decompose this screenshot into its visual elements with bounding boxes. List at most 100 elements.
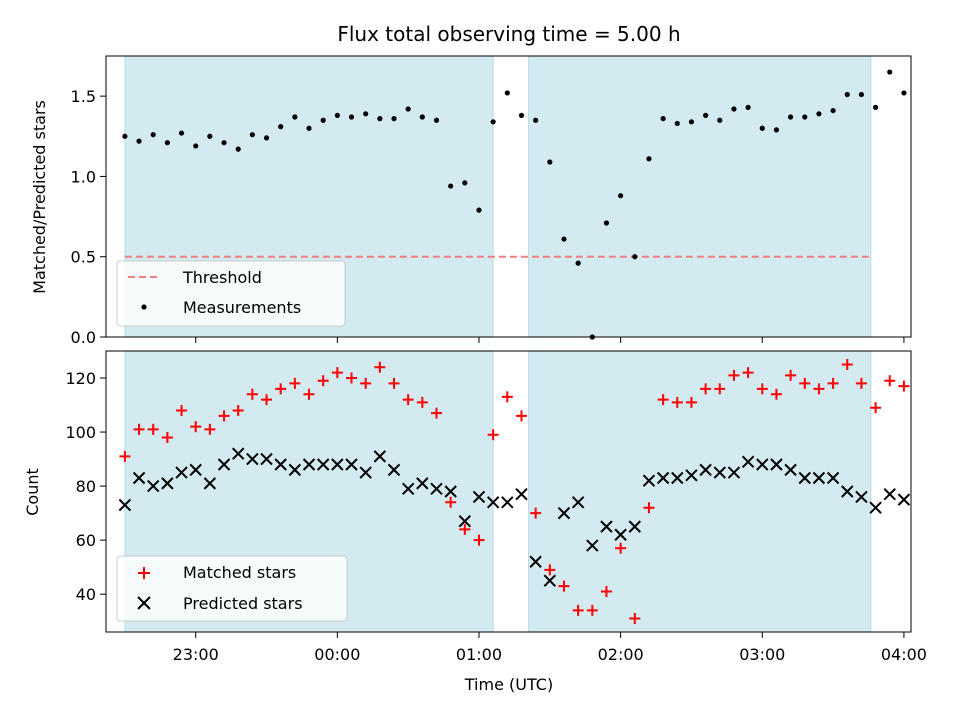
matched-legend-swatch (138, 567, 150, 579)
matched-star-marker (714, 383, 726, 395)
matched-star-marker (756, 383, 768, 395)
ratio-y-axis-title: Matched/Predicted stars (30, 100, 49, 294)
predicted-star-marker (883, 487, 896, 501)
predicted-star-marker (147, 479, 160, 493)
measurement-point (872, 104, 879, 110)
matched-star-marker (572, 604, 584, 616)
measurement-point (731, 106, 737, 112)
predicted-star-marker (543, 574, 557, 587)
measurement-points (122, 69, 907, 340)
predicted-star-marker (231, 447, 245, 460)
count-y-tick-label: 80 (76, 477, 96, 496)
measurement-point (320, 117, 326, 123)
x-axis-title: Time (UTC) (464, 675, 553, 694)
predicted-star-marker (515, 487, 528, 501)
predicted-star-marker (458, 515, 472, 528)
ratio-x-axis-ticks (195, 337, 905, 343)
count-y-axis-title: Count (23, 468, 42, 516)
matched-star-marker (147, 423, 159, 435)
measurement-point (462, 180, 468, 186)
matched-star-marker (657, 394, 669, 406)
measurement-point (504, 90, 510, 96)
ratio-y-axis-ticks: 0.0 0.5 1.0 1.5 (71, 87, 106, 347)
count-y-tick-label: 120 (65, 369, 96, 388)
measurement-point (759, 125, 765, 131)
measurement-point (235, 146, 241, 152)
count-x-axis-ticks: 23:00 00:00 01:00 02:00 03:00 04:00 (173, 632, 927, 664)
x-tick-label: 00:00 (314, 645, 360, 664)
measurement-point (844, 91, 850, 98)
matched-star-marker (331, 367, 343, 379)
predicted-star-marker (855, 490, 868, 504)
predicted-star-marker (756, 458, 769, 471)
matched-star-marker (261, 394, 273, 406)
matched-star-marker (827, 377, 839, 389)
measurement-point (178, 130, 185, 136)
matched-star-marker (275, 383, 287, 395)
ratio-y-tick-label: 0.5 (71, 248, 96, 267)
predicted-star-marker (359, 466, 372, 479)
threshold-legend-label: Threshold (182, 268, 262, 287)
predicted-star-marker (841, 485, 854, 498)
measurement-point (717, 117, 723, 123)
predicted-star-marker (331, 458, 344, 471)
x-tick-label: 03:00 (739, 645, 785, 664)
measurement-point (207, 133, 213, 139)
ratio-legend: Threshold Measurements (116, 260, 346, 327)
measurement-point (419, 114, 425, 120)
predicted-star-marker (586, 539, 599, 552)
matched-star-marker (530, 507, 542, 519)
predicted-star-marker (614, 528, 627, 541)
matched-star-marker (870, 402, 882, 414)
matched-star-marker (770, 388, 782, 400)
measurement-point (674, 120, 680, 127)
predicted-star-marker (600, 520, 613, 533)
predicted-star-marker (387, 463, 401, 477)
predicted-star-marker (444, 485, 457, 498)
predicted-star-marker (316, 458, 330, 471)
measurement-point (618, 193, 624, 199)
count-panel: 40 60 80 100 120 23:00 00:00 01:00 02:00 03:00 04… (23, 350, 927, 694)
measurement-point (802, 114, 808, 120)
predicted-star-marker (302, 458, 316, 471)
count-y-tick-label: 40 (76, 585, 96, 604)
predicted-star-marker (770, 458, 783, 471)
x-tick-label: 02:00 (598, 645, 644, 664)
matched-star-marker (246, 388, 258, 400)
measurement-point (193, 143, 199, 149)
matched-star-marker (204, 423, 216, 435)
matched-star-marker (402, 394, 414, 406)
measurement-point (249, 132, 255, 138)
predicted-star-marker (217, 458, 231, 471)
predicted-star-marker (699, 463, 712, 477)
matched-star-marker (459, 523, 471, 535)
measurement-point (547, 159, 553, 165)
measurement-point (150, 132, 156, 138)
matched-star-marker (558, 580, 570, 592)
predicted-star-marker (671, 471, 684, 485)
shaded-window-2 (528, 55, 872, 338)
measurement-point (405, 106, 411, 112)
measurement-point (518, 112, 525, 119)
predicted-star-marker (118, 498, 132, 512)
measurement-point (136, 138, 142, 144)
measurement-point (377, 116, 383, 122)
measurement-point (221, 140, 227, 146)
predicted-star-markers (118, 447, 911, 587)
matched-star-marker (161, 431, 173, 443)
predicted-star-marker (189, 463, 202, 477)
predicted-star-marker (416, 477, 429, 490)
matched-star-marker (600, 585, 612, 597)
predicted-star-marker (486, 496, 500, 509)
measurement-point (433, 117, 440, 123)
measurement-point (688, 119, 695, 125)
matched-star-marker (700, 383, 712, 395)
count-plot-frame (105, 350, 912, 633)
matched-star-marker (813, 383, 825, 395)
measurement-point (745, 104, 751, 110)
measurement-point (887, 69, 893, 75)
predicted-star-marker (826, 471, 840, 485)
measurement-point (448, 183, 454, 189)
predicted-star-marker (260, 452, 273, 466)
